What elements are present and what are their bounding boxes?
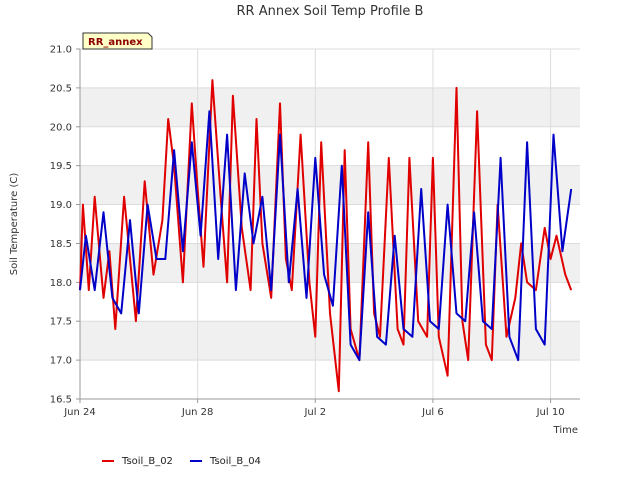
- x-tick-label: Jul 10: [536, 407, 565, 418]
- x-tick-label: Jul 6: [421, 407, 444, 418]
- y-axis-label: Soil Temperature (C): [9, 173, 20, 276]
- site-badge: RR_annex: [82, 32, 153, 50]
- plot-band: [80, 360, 580, 399]
- badge-box: [82, 32, 153, 50]
- y-tick-label: 19.5: [50, 161, 72, 172]
- y-tick-label: 19.0: [50, 200, 72, 211]
- y-tick-label: 18.0: [50, 278, 72, 289]
- y-tick-label: 17.0: [50, 356, 72, 367]
- plot-band: [80, 87, 580, 127]
- y-tick-label: 21.0: [50, 45, 72, 56]
- chart-title: RR Annex Soil Temp Profile B: [237, 4, 424, 19]
- x-tick-label: Jul 2: [303, 407, 326, 418]
- y-tick-label: 17.5: [50, 317, 72, 328]
- y-tick-label: 20.0: [50, 122, 72, 133]
- y-tick-label: 18.5: [50, 239, 72, 250]
- x-tick-label: Jun 24: [63, 407, 96, 418]
- plot-band: [80, 126, 580, 166]
- legend-label: Tsoil_B_04: [209, 456, 261, 467]
- plot-band: [80, 321, 580, 361]
- y-tick-label: 20.5: [50, 83, 72, 94]
- badge-text: RR_annex: [88, 37, 143, 48]
- x-tick-label: Jun 28: [181, 407, 214, 418]
- legend-label: Tsoil_B_02: [121, 456, 173, 467]
- plot-band: [80, 165, 580, 205]
- plot-band: [80, 49, 580, 88]
- y-tick-label: 16.5: [50, 395, 72, 406]
- x-axis-label: Time: [553, 425, 578, 436]
- series-line-tsoil_b_04: [79, 110, 573, 362]
